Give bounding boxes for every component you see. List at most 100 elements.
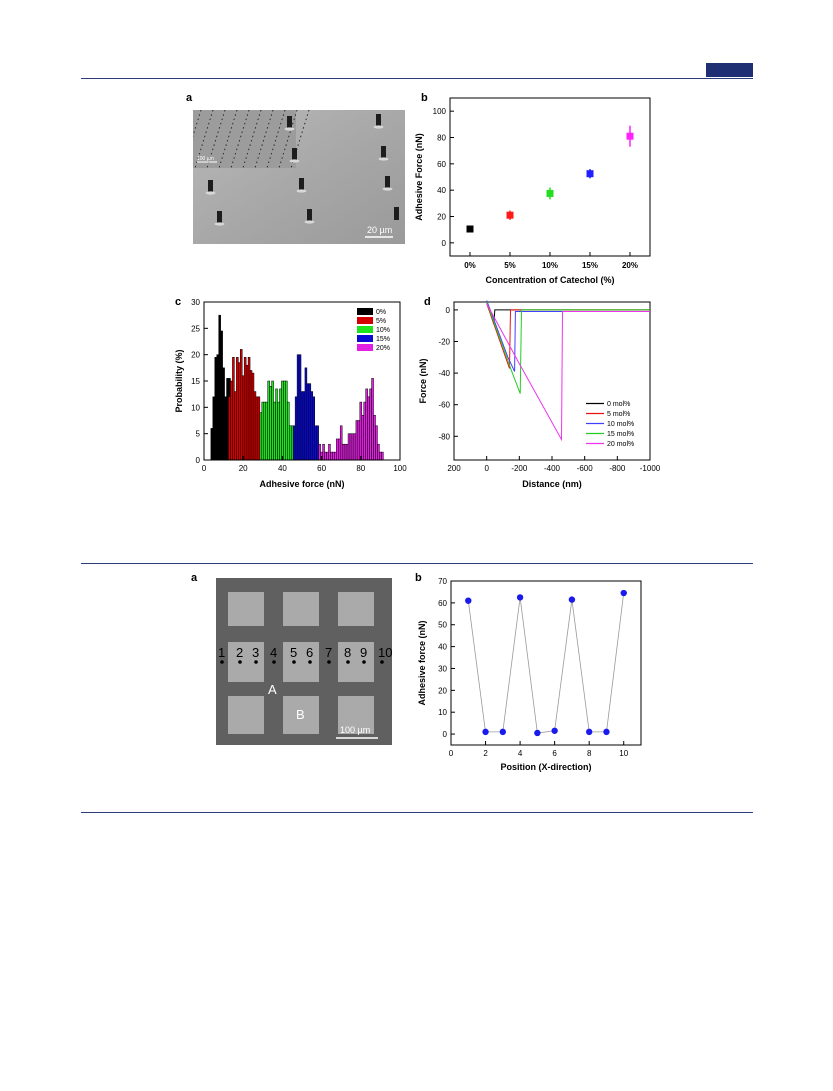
- histogram-bar: [287, 401, 290, 461]
- y-tick-label: 10: [191, 403, 200, 412]
- histogram-bar: [257, 396, 261, 461]
- histogram-bar: [312, 396, 315, 461]
- histogram-bar: [349, 433, 353, 461]
- x-tick-label: 0: [202, 464, 207, 473]
- x-tick-label: 80: [356, 464, 365, 473]
- fig2-panel-a-label: a: [191, 572, 198, 584]
- position-label: 4: [270, 645, 277, 660]
- legend-label: 5%: [376, 318, 386, 325]
- histogram-bar: [318, 443, 321, 461]
- inset-scale-label: 100 µm: [197, 156, 214, 162]
- y-tick-label: 100: [433, 107, 447, 116]
- data-point: [466, 225, 474, 233]
- histogram-bar: [259, 412, 263, 461]
- histogram-bar: [332, 451, 335, 461]
- y-tick-label: 80: [437, 134, 446, 143]
- histogram-bar: [353, 433, 357, 461]
- x-tick-label: 6: [552, 749, 557, 758]
- histogram-bar: [251, 372, 255, 461]
- chart-adhesive-force-vs-position: 0 10 20 30 40 50 60 70 0 2 4 6 8 10 Position (X-direct…: [417, 577, 642, 772]
- x-tick-label: 10: [619, 749, 628, 758]
- y-axis-label: Adhesive Force (nN): [414, 133, 424, 221]
- pillar: [287, 116, 292, 129]
- y-tick-label: 30: [438, 664, 447, 673]
- x-tick-label: 4: [518, 749, 523, 758]
- data-point: [626, 132, 634, 140]
- data-point: [620, 589, 627, 597]
- y-tick-label: 20: [191, 351, 200, 360]
- y-tick-label: 60: [437, 160, 446, 169]
- pillar: [208, 180, 213, 193]
- histogram-bar: [357, 420, 361, 461]
- histogram-bar: [232, 357, 235, 461]
- pillar: [217, 211, 222, 224]
- data-point: [585, 728, 593, 736]
- data-point: [482, 728, 489, 736]
- legend-swatch: [357, 344, 373, 351]
- scale-bar-label: 100 µm: [340, 725, 370, 735]
- plot-frame: [450, 580, 642, 746]
- position-dot: [272, 660, 276, 664]
- histogram-bar: [216, 354, 219, 461]
- x-tick-label: -600: [577, 464, 594, 473]
- histogram-bar: [220, 330, 223, 461]
- histogram-bar: [234, 391, 237, 461]
- y-tick-label: 20: [437, 213, 446, 222]
- histogram-bar: [238, 362, 241, 461]
- histogram-bar: [243, 357, 247, 461]
- y-tick-label: 0: [446, 306, 451, 315]
- position-dot: [292, 660, 296, 664]
- y-tick-label: 20: [438, 686, 447, 695]
- legend-swatch: [357, 308, 373, 315]
- chart-force-distance-curves: 0 -20 -40 -60 -80 200 0 -200 -400 -600 -800 -1000 0 …: [418, 300, 661, 489]
- x-tick-label: -800: [609, 464, 626, 473]
- fig1-panel-c-label: c: [175, 296, 182, 308]
- x-tick-label: 10%: [542, 261, 558, 270]
- position-dot: [362, 660, 366, 664]
- histogram-bar: [375, 425, 378, 461]
- legend-label: 20%: [376, 345, 390, 352]
- histogram-bar: [214, 357, 217, 461]
- y-tick-label: -80: [438, 432, 450, 441]
- header-tab: [706, 63, 753, 77]
- sem-image-pillars: 100 µm 20 µm: [193, 110, 405, 244]
- force-curve: [486, 301, 650, 325]
- legend-label: 15%: [376, 336, 390, 343]
- y-tick-label: 0: [196, 456, 201, 465]
- legend-label: 20 mol%: [607, 441, 634, 448]
- x-tick-label: 8: [587, 749, 592, 758]
- histogram-bar: [369, 388, 372, 461]
- x-axis-label: Concentration of Catechol (%): [485, 275, 614, 285]
- y-axis-label: Adhesive force (nN): [417, 620, 427, 705]
- histogram-bar: [304, 367, 308, 461]
- fig1-panel-b-label: b: [421, 92, 428, 104]
- pillar: [385, 176, 390, 189]
- histogram-bar: [224, 396, 227, 461]
- histogram-bar: [210, 428, 214, 461]
- y-tick-label: -60: [438, 401, 450, 410]
- histogram-bar: [365, 388, 368, 461]
- pillar: [381, 146, 386, 159]
- histogram-bar: [283, 380, 286, 461]
- position-label: 2: [236, 645, 243, 660]
- figure1-bottom-rule: [81, 563, 753, 564]
- force-curve: [486, 303, 650, 442]
- region-a-label: A: [268, 682, 277, 697]
- x-tick-label: 100: [393, 464, 407, 473]
- histogram-bar: [267, 380, 270, 461]
- position-label: 5: [290, 645, 297, 660]
- histogram-bar: [377, 443, 380, 461]
- histogram-bar: [277, 401, 280, 461]
- data-point: [546, 189, 554, 197]
- histogram-bar: [351, 433, 355, 461]
- pillar: [292, 148, 297, 161]
- y-tick-label: -40: [438, 369, 450, 378]
- histogram-bar: [269, 386, 272, 461]
- x-tick-label: 5%: [504, 261, 516, 270]
- histogram-bar: [240, 349, 243, 461]
- y-tick-label: 30: [191, 298, 200, 307]
- histogram-bar: [230, 380, 233, 461]
- legend-label: 0 mol%: [607, 401, 630, 408]
- x-tick-label: -200: [511, 464, 528, 473]
- histogram-bar: [306, 383, 310, 461]
